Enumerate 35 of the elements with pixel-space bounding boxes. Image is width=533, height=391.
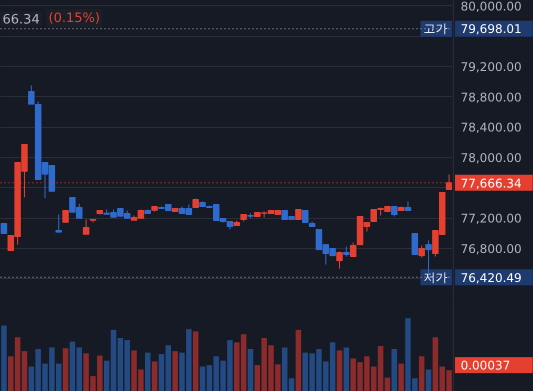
text: 79,698.01 — [460, 22, 522, 36]
bar — [398, 364, 404, 391]
bar — [418, 356, 424, 391]
y-tick-label: 78,400.00 — [460, 120, 522, 135]
bar — [248, 348, 254, 391]
y-tick-label: 79,200.00 — [460, 60, 522, 74]
bar — [192, 331, 198, 391]
candlestick — [172, 208, 178, 212]
candlestick — [412, 232, 418, 256]
text: 76,420.49 — [460, 270, 522, 285]
ref-line-label: 저가 — [424, 270, 448, 284]
y-tick-label: 76,800.00 — [460, 242, 522, 256]
bar — [426, 370, 432, 391]
text: 77,666.34 — [460, 176, 522, 190]
bar — [344, 348, 350, 391]
bar — [1, 326, 7, 391]
bar — [62, 348, 68, 391]
text: 0.00037 — [460, 358, 510, 373]
annotation: 66.34 — [2, 12, 40, 28]
candlestick — [295, 209, 302, 220]
bar — [392, 348, 398, 391]
candlestick — [62, 210, 69, 223]
bar — [172, 351, 178, 391]
y-tick-label: 78,000.00 — [460, 151, 522, 165]
y-tick-label: 80,000.00 — [460, 0, 522, 14]
ref-line-label: 고가 — [424, 22, 448, 36]
y-tick-label: 77,200.00 — [460, 212, 522, 226]
annotation: (0.15%) — [48, 11, 100, 26]
candlestick — [302, 210, 308, 223]
candlestick — [0, 223, 8, 234]
bar — [296, 330, 302, 391]
bar — [336, 350, 342, 391]
bar — [145, 352, 150, 391]
bar — [152, 361, 158, 391]
y-tick-label: 78,800.00 — [460, 90, 522, 104]
